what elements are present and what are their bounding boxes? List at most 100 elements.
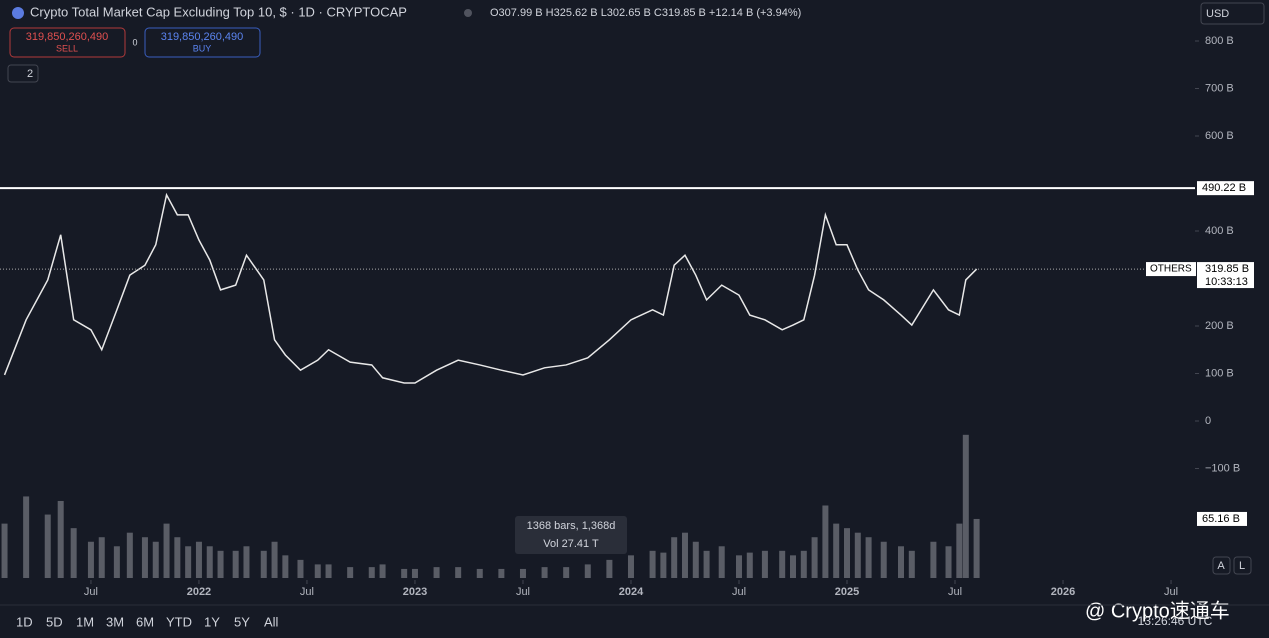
volume-bar [945, 546, 952, 578]
volume-bar [498, 568, 505, 578]
level-label-box [1197, 181, 1254, 196]
volume-bar [811, 537, 818, 578]
range-button[interactable]: 1M [76, 614, 94, 629]
scale-button: L [1239, 560, 1245, 572]
sell-price: 319,850,260,490 [26, 31, 109, 43]
symbol-icon [12, 7, 24, 19]
x-tick-label: Jul [84, 586, 98, 598]
tooltip-box [515, 516, 627, 554]
volume-bar [476, 568, 483, 578]
currency: USD [1206, 8, 1229, 20]
volume-bar [44, 514, 51, 578]
x-tick-label: Jul [300, 586, 314, 598]
scale-button-box[interactable] [1212, 556, 1231, 575]
volume-bar [833, 523, 840, 578]
scale-button-box[interactable] [1233, 556, 1252, 575]
volume-bar [606, 559, 613, 578]
y-tick-label: 0 [1205, 415, 1211, 427]
indicator-toggle[interactable] [7, 64, 39, 83]
x-tick-label: Jul [948, 586, 962, 598]
volume-bar [206, 546, 213, 578]
volume-bar [563, 567, 570, 578]
ohlc: O307.99 B H325.62 B L302.65 B C319.85 B … [490, 7, 801, 19]
volume-bar [843, 528, 850, 578]
volume-bar [411, 568, 418, 578]
buy-button[interactable] [144, 27, 261, 58]
volume-bar [401, 568, 408, 578]
x-tick-label: Jul [732, 586, 746, 598]
buy-label: BUY [193, 43, 212, 53]
volume-bar [584, 564, 591, 578]
volume-bar [433, 567, 440, 578]
volume-label-box [1197, 511, 1247, 526]
volume-bar [703, 550, 710, 578]
volume-bar [541, 567, 548, 578]
volume-bar [271, 541, 278, 578]
sell-button[interactable] [9, 27, 126, 58]
volume-bar [930, 541, 937, 578]
volume-bar [779, 550, 786, 578]
series-name-box [1146, 262, 1196, 277]
x-tick-label: Jul [516, 586, 530, 598]
volume-bar [23, 496, 30, 578]
y-tick-label: 100 B [1205, 367, 1234, 379]
volume-bar [649, 550, 656, 578]
volume-bar [185, 546, 192, 578]
range-button[interactable]: 1Y [204, 614, 220, 629]
volume-bar [660, 552, 667, 578]
volume-bar [368, 567, 375, 578]
volume-bar [379, 564, 386, 578]
range-button[interactable]: 6M [136, 614, 154, 629]
volume-bar [314, 564, 321, 578]
series-name: OTHERS [1150, 264, 1192, 275]
volume-bar [126, 532, 133, 578]
volume-bar [347, 567, 354, 578]
scale-button: A [1217, 560, 1225, 572]
volume-bar [195, 541, 202, 578]
range-button[interactable]: 5D [46, 614, 63, 629]
range-button[interactable]: YTD [166, 614, 192, 629]
volume-bar [962, 434, 969, 578]
spread: 0 [132, 37, 137, 47]
range-button[interactable]: 1D [16, 614, 33, 629]
status-dot [464, 9, 472, 17]
volume-bar [761, 550, 768, 578]
x-tick-label: 2026 [1051, 586, 1075, 598]
level-label: 490.22 B [1202, 182, 1246, 194]
volume-bar [98, 537, 105, 578]
volume-bar [113, 546, 120, 578]
volume-bar [217, 550, 224, 578]
volume-bar [973, 518, 980, 578]
volume-bar [854, 532, 861, 578]
price-label: 319.85 B [1205, 263, 1249, 275]
volume-bar [152, 541, 159, 578]
tooltip-bars: 1368 bars, 1,368d [527, 520, 616, 532]
volume-bar [735, 555, 742, 578]
volume-bar [232, 550, 239, 578]
volume-bar [908, 550, 915, 578]
y-tick-label: −100 B [1205, 462, 1240, 474]
y-tick-label: 400 B [1205, 225, 1234, 237]
volume-bar [627, 555, 634, 578]
volume-bar [70, 528, 77, 578]
price-label-box [1197, 262, 1254, 289]
title: Crypto Total Market Cap Excluding Top 10… [30, 4, 407, 19]
volume-bar [956, 523, 963, 578]
y-tick-label: 700 B [1205, 82, 1234, 94]
volume-bar [671, 537, 678, 578]
range-button[interactable]: All [264, 614, 279, 629]
price-line [3, 192, 978, 384]
x-tick-label: 2022 [187, 586, 211, 598]
currency-select[interactable] [1200, 2, 1265, 25]
volume-bar [243, 546, 250, 578]
volume-bar [163, 523, 170, 578]
volume-bar [141, 537, 148, 578]
volume-bar [898, 546, 905, 578]
range-button[interactable]: 5Y [234, 614, 250, 629]
volume-bar [718, 546, 725, 578]
range-button[interactable]: 3M [106, 614, 124, 629]
volume-bar [174, 537, 181, 578]
y-tick-label: 600 B [1205, 130, 1234, 142]
